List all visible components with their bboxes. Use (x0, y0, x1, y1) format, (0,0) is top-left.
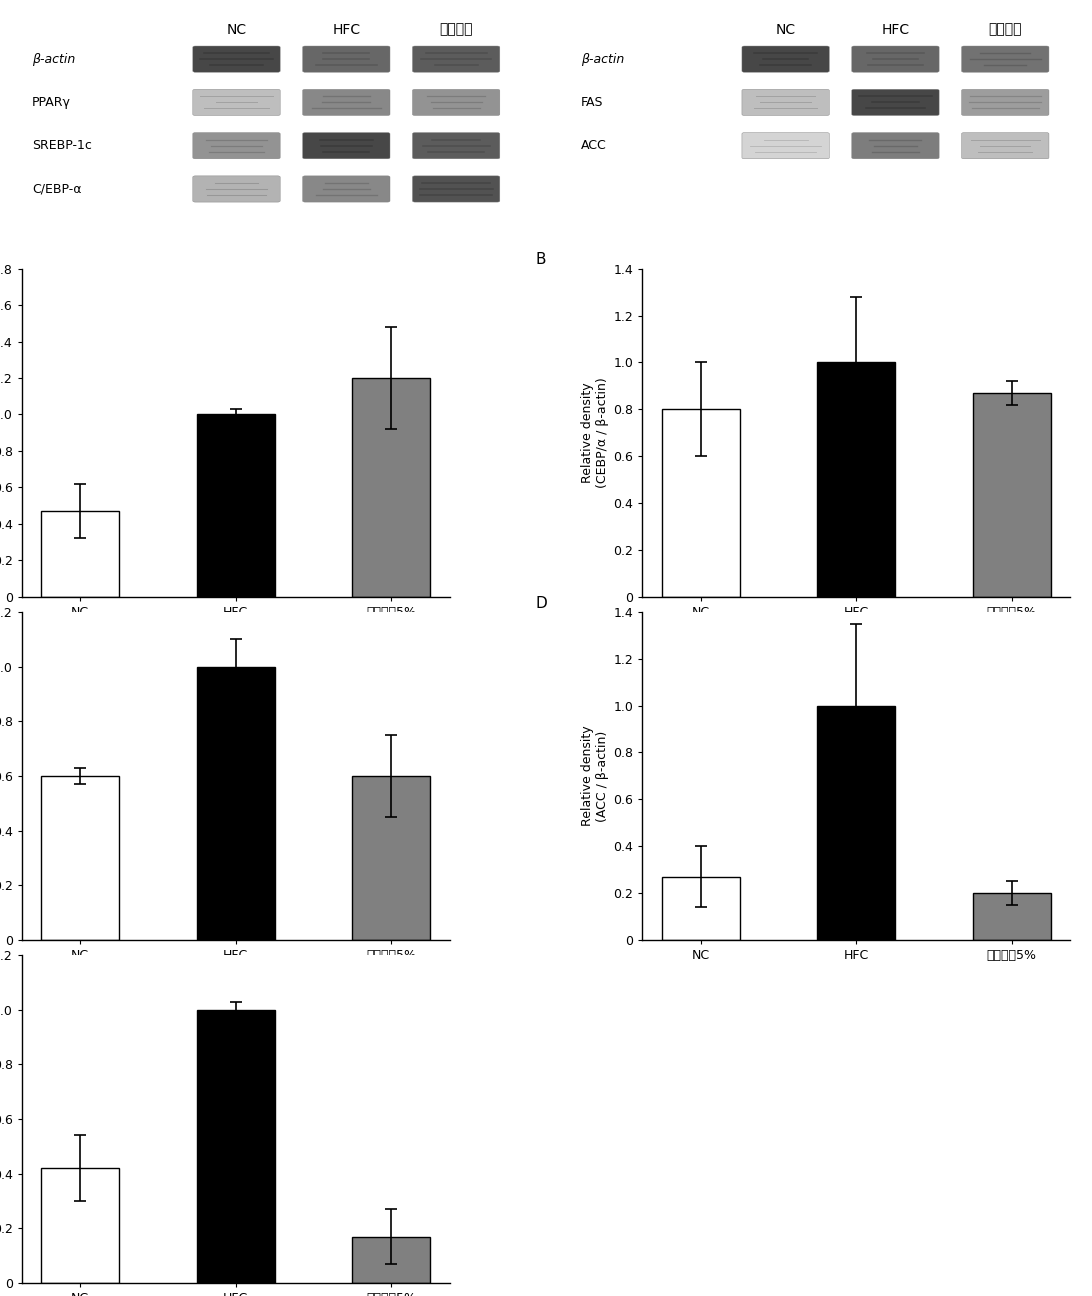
Text: C/EBP-α: C/EBP-α (32, 183, 81, 196)
FancyBboxPatch shape (302, 132, 390, 159)
Text: FAS: FAS (581, 96, 604, 109)
Bar (973, 393, 1051, 596)
FancyBboxPatch shape (962, 132, 1049, 159)
FancyBboxPatch shape (962, 89, 1049, 115)
Bar (197, 666, 275, 940)
FancyBboxPatch shape (852, 47, 939, 73)
Bar (662, 410, 739, 596)
FancyBboxPatch shape (193, 132, 281, 159)
FancyBboxPatch shape (852, 132, 939, 159)
Text: HFC: HFC (881, 22, 910, 36)
Text: B: B (535, 253, 546, 267)
Bar (817, 363, 895, 596)
Text: SREBP-1c: SREBP-1c (32, 139, 92, 152)
FancyBboxPatch shape (302, 89, 390, 115)
Text: β-actin: β-actin (581, 53, 625, 66)
FancyBboxPatch shape (302, 47, 390, 73)
Bar (197, 415, 275, 596)
Text: PPARγ: PPARγ (32, 96, 71, 109)
Bar (41, 776, 119, 940)
FancyBboxPatch shape (962, 47, 1049, 73)
FancyBboxPatch shape (413, 176, 500, 202)
FancyBboxPatch shape (413, 132, 500, 159)
FancyBboxPatch shape (741, 132, 829, 159)
FancyBboxPatch shape (741, 89, 829, 115)
Text: HFC: HFC (332, 22, 360, 36)
Bar (353, 1236, 430, 1283)
FancyBboxPatch shape (413, 47, 500, 73)
Text: 머위뿌리: 머위뿌리 (439, 22, 473, 36)
Bar (41, 511, 119, 596)
Bar (353, 378, 430, 596)
Text: D: D (535, 596, 547, 610)
Bar (662, 876, 739, 940)
Text: β-actin: β-actin (32, 53, 75, 66)
Bar (41, 1168, 119, 1283)
Y-axis label: Relative density
(ACC / β-actin): Relative density (ACC / β-actin) (581, 726, 609, 826)
FancyBboxPatch shape (852, 89, 939, 115)
Bar (973, 893, 1051, 940)
Text: ACC: ACC (581, 139, 607, 152)
Bar (817, 705, 895, 940)
Text: 머위뿌리: 머위뿌리 (988, 22, 1022, 36)
FancyBboxPatch shape (193, 176, 281, 202)
FancyBboxPatch shape (193, 47, 281, 73)
FancyBboxPatch shape (413, 89, 500, 115)
Bar (353, 776, 430, 940)
Y-axis label: Relative density
(CEBP/α / β-actin): Relative density (CEBP/α / β-actin) (581, 377, 609, 489)
FancyBboxPatch shape (302, 176, 390, 202)
FancyBboxPatch shape (741, 47, 829, 73)
FancyBboxPatch shape (193, 89, 281, 115)
Bar (197, 1010, 275, 1283)
Text: NC: NC (775, 22, 796, 36)
Text: NC: NC (226, 22, 247, 36)
